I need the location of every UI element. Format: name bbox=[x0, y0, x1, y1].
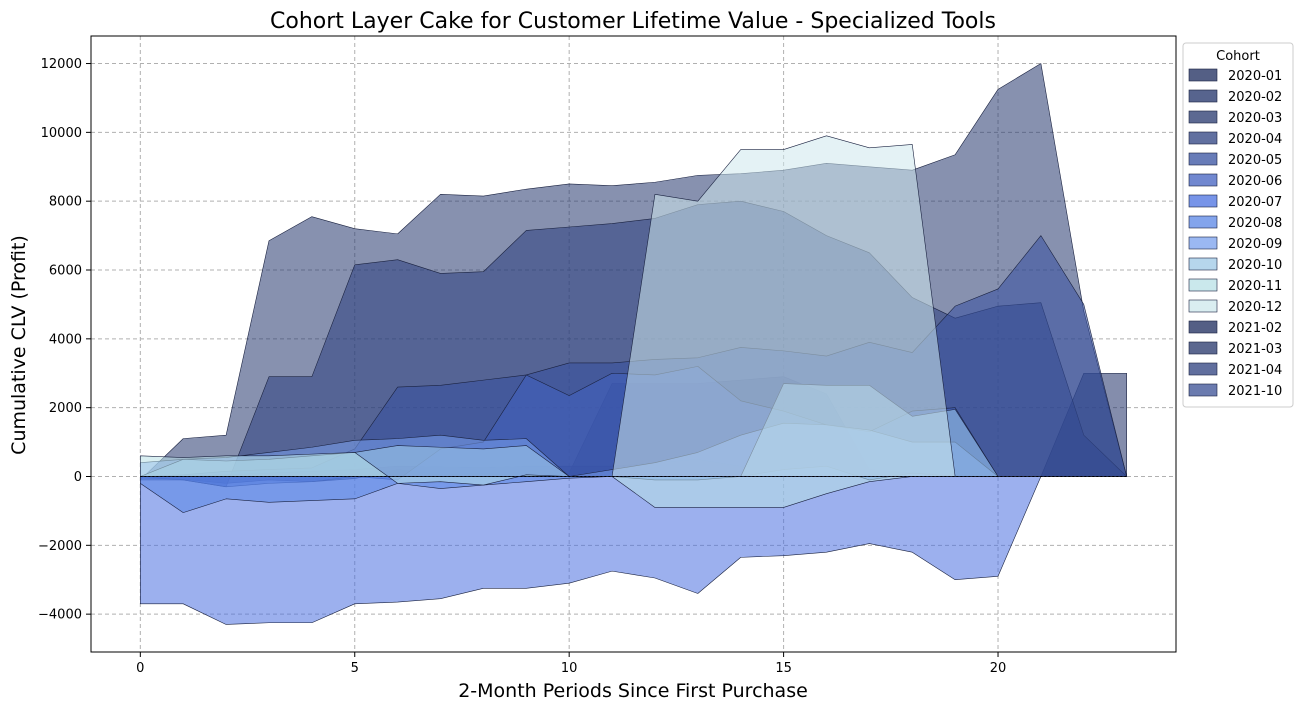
y-axis-title: Cumulative CLV (Profit) bbox=[8, 235, 30, 455]
legend-label: 2021-02 bbox=[1228, 321, 1282, 336]
legend-title: Cohort bbox=[1216, 49, 1260, 64]
legend-label: 2020-03 bbox=[1228, 111, 1282, 126]
y-tick-label: −2000 bbox=[38, 539, 82, 554]
legend-label: 2021-03 bbox=[1228, 342, 1282, 357]
y-tick-label: −4000 bbox=[38, 608, 82, 623]
y-tick-label: 2000 bbox=[49, 401, 82, 416]
legend-swatch bbox=[1188, 194, 1218, 208]
legend-label: 2020-08 bbox=[1228, 216, 1282, 231]
y-tick-label: 4000 bbox=[49, 332, 82, 347]
legend-label: 2020-10 bbox=[1228, 258, 1282, 273]
legend-swatch bbox=[1188, 299, 1218, 313]
legend-swatch bbox=[1188, 110, 1218, 124]
y-tick-label: 8000 bbox=[49, 195, 82, 210]
legend-swatch bbox=[1188, 257, 1218, 271]
legend-swatch bbox=[1188, 89, 1218, 103]
legend-label: 2021-04 bbox=[1228, 363, 1282, 378]
legend-swatch bbox=[1188, 341, 1218, 355]
x-tick-label: 15 bbox=[775, 661, 792, 676]
legend-label: 2020-05 bbox=[1228, 153, 1282, 168]
x-tick-label: 20 bbox=[990, 661, 1007, 676]
legend-items: 2020-01 2020-02 2020-03 2020-04 2020-05 2020-… bbox=[1188, 68, 1282, 399]
x-tick-label: 0 bbox=[136, 661, 144, 676]
chart-title: Cohort Layer Cake for Customer Lifetime … bbox=[270, 9, 996, 34]
legend-swatch bbox=[1188, 131, 1218, 145]
legend-label: 2020-09 bbox=[1228, 237, 1282, 252]
legend-swatch bbox=[1188, 68, 1218, 82]
x-tick-label: 5 bbox=[351, 661, 359, 676]
series-area bbox=[140, 476, 1127, 625]
legend-label: 2020-11 bbox=[1228, 279, 1282, 294]
legend-label: 2020-07 bbox=[1228, 195, 1282, 210]
legend-label: 2020-06 bbox=[1228, 174, 1282, 189]
legend-swatch bbox=[1188, 383, 1218, 397]
axis-ticks: 0 5 10 15 20 −4000 −2000 0 2000 4000 6000 8000 10000… bbox=[38, 57, 1006, 676]
x-tick-label: 10 bbox=[561, 661, 578, 676]
legend-swatch bbox=[1188, 152, 1218, 166]
y-tick-label: 12000 bbox=[41, 57, 82, 72]
legend-swatch bbox=[1188, 320, 1218, 334]
legend-label: 2020-12 bbox=[1228, 300, 1282, 315]
plot-areas bbox=[140, 63, 1127, 625]
plot-frame bbox=[90, 35, 1177, 653]
y-tick-label: 6000 bbox=[49, 264, 82, 279]
legend-swatch bbox=[1188, 236, 1218, 250]
legend-label: 2020-01 bbox=[1228, 69, 1282, 84]
y-tick-label: 0 bbox=[74, 470, 82, 485]
legend-label: 2020-02 bbox=[1228, 90, 1282, 105]
legend-swatch bbox=[1188, 362, 1218, 376]
x-axis-title: 2-Month Periods Since First Purchase bbox=[458, 680, 808, 702]
legend-label: 2021-10 bbox=[1228, 384, 1282, 399]
legend-swatch bbox=[1188, 278, 1218, 292]
legend-label: 2020-04 bbox=[1228, 132, 1282, 147]
legend-swatch bbox=[1188, 215, 1218, 229]
y-tick-label: 10000 bbox=[41, 126, 82, 141]
legend-swatch bbox=[1188, 173, 1218, 187]
legend: Cohort 2020-012020-022020-032020-042020-… bbox=[1182, 42, 1294, 408]
